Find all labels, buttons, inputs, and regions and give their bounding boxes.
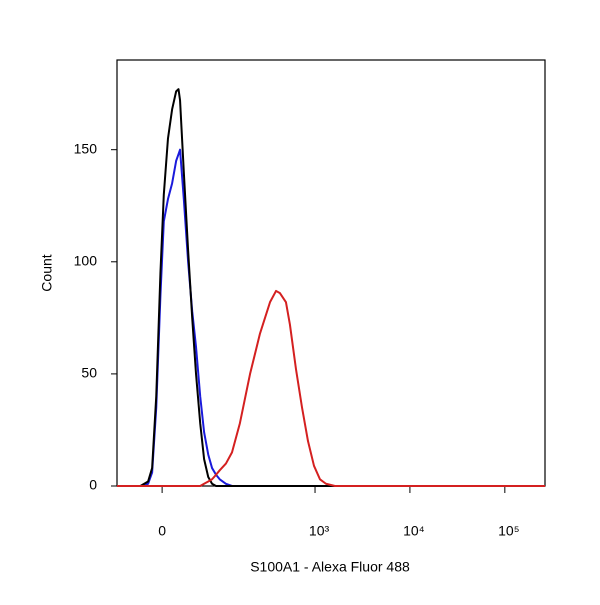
x-tick-label: 10⁴ — [403, 523, 425, 539]
y-tick-label: 150 — [74, 140, 98, 156]
x-tick-label: 0 — [158, 523, 166, 539]
histogram-line — [117, 148, 545, 487]
x-axis-label: S100A1 - Alexa Fluor 488 — [250, 559, 410, 575]
histogram-line — [117, 289, 545, 487]
x-tick-label: 10⁵ — [498, 523, 519, 539]
x-tick-label: 10³ — [309, 523, 330, 539]
y-tick-label: 50 — [81, 365, 97, 381]
y-tick-label: 0 — [89, 477, 97, 493]
y-axis-label: Count — [39, 254, 55, 291]
histogram-line — [117, 88, 545, 487]
y-tick-label: 100 — [74, 252, 98, 268]
